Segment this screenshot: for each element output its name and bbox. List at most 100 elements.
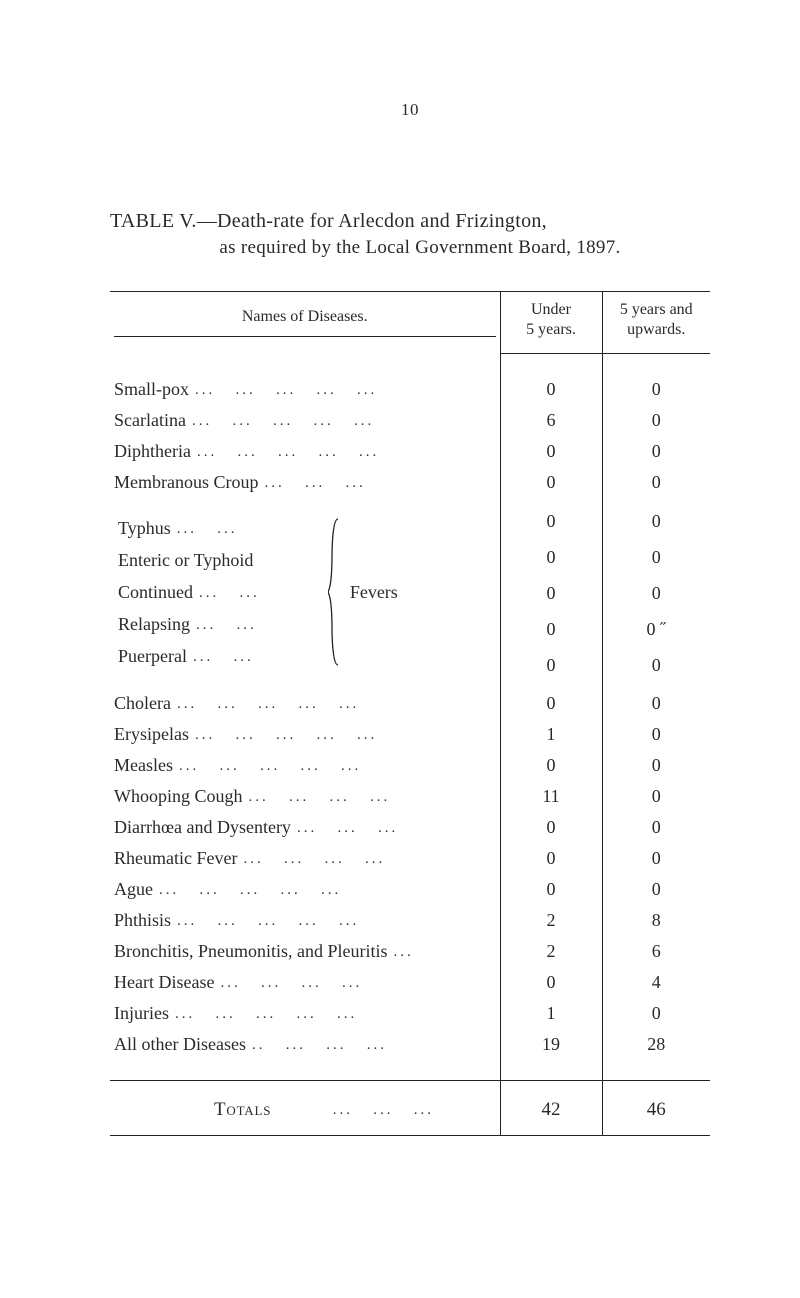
value-5-up: 0 bbox=[602, 874, 710, 905]
value-under-5: 1 bbox=[500, 998, 602, 1029]
disease-name: Rheumatic Fever bbox=[114, 848, 237, 869]
value-under-5: 0 bbox=[500, 436, 602, 467]
value-under-5: 0 bbox=[500, 467, 602, 498]
table-row: Whooping Cough... ... ... ... 11 0 bbox=[110, 781, 710, 812]
cell-val: 0 bbox=[607, 575, 707, 611]
table-row: Rheumatic Fever... ... ... ... 0 0 bbox=[110, 843, 710, 874]
leader-dots: ... ... ... bbox=[258, 475, 495, 492]
value-5-up: 0 bbox=[602, 812, 710, 843]
table-row: Ague... ... ... ... ... 0 0 bbox=[110, 874, 710, 905]
title-prefix: TABLE V.— bbox=[110, 210, 217, 232]
disease-name: Ague bbox=[114, 879, 153, 900]
value-under-5: 0 bbox=[500, 843, 602, 874]
value-5-up: 4 bbox=[602, 967, 710, 998]
value-under-5: 19 bbox=[500, 1029, 602, 1060]
table-row: Erysipelas... ... ... ... ... 1 0 bbox=[110, 719, 710, 750]
value-5-up: 8 bbox=[602, 905, 710, 936]
value-under-5: 0 bbox=[500, 688, 602, 719]
cell-val: 0 bbox=[505, 647, 598, 683]
table-row: Injuries... ... ... ... ... 1 0 bbox=[110, 998, 710, 1029]
value-under-5: 0 bbox=[500, 967, 602, 998]
value-under-5: 0 bbox=[500, 812, 602, 843]
table-title-line1: TABLE V.—Death-rate for Arlecdon and Fri… bbox=[110, 210, 710, 233]
cell-val: 0 bbox=[505, 611, 598, 647]
col-header-upwards: 5 years and upwards. bbox=[602, 292, 710, 353]
fevers-label: Fevers bbox=[346, 512, 496, 673]
value-under-5: 6 bbox=[500, 405, 602, 436]
disease-name: Membranous Croup bbox=[114, 472, 258, 493]
disease-name: Continued bbox=[118, 582, 193, 603]
leader-dots: ... ... ... ... ... bbox=[189, 382, 496, 399]
value-under-5: 1 bbox=[500, 719, 602, 750]
table-title-line2: as required by the Local Government Boar… bbox=[110, 237, 710, 259]
value-5-up: 0 bbox=[602, 405, 710, 436]
value-under-5: 11 bbox=[500, 781, 602, 812]
table-row: Bronchitis, Pneumonitis, and Pleuritis..… bbox=[110, 936, 710, 967]
leader-dots: ... ... ... bbox=[271, 1102, 495, 1119]
page-number-top: 10 bbox=[110, 100, 710, 120]
disease-name: Small-pox bbox=[114, 379, 189, 400]
leader-dots: ... ... ... ... ... bbox=[186, 413, 496, 430]
value-5-up: 0 bbox=[602, 843, 710, 874]
disease-name: Enteric or Typhoid bbox=[118, 550, 253, 571]
header-under-l1: Under bbox=[531, 301, 571, 318]
totals-row: Totals ... ... ... 42 46 bbox=[110, 1080, 710, 1135]
table-row: Membranous Croup... ... ... 0 0 bbox=[110, 467, 710, 498]
disease-name: Phthisis bbox=[114, 910, 171, 931]
value-5-up: 0 0 0 0 ˝ 0 bbox=[602, 498, 710, 688]
cell-val: 0 bbox=[505, 503, 598, 539]
leader-dots: ... ... ... ... bbox=[214, 975, 495, 992]
disease-name: Typhus bbox=[118, 518, 171, 539]
table-row: Measles... ... ... ... ... 0 0 bbox=[110, 750, 710, 781]
col-header-names: Names of Diseases. bbox=[110, 292, 500, 353]
table-row: Diphtheria... ... ... ... ... 0 0 bbox=[110, 436, 710, 467]
leader-dots: ... ... ... ... ... bbox=[191, 444, 496, 461]
value-5-up: 0 bbox=[602, 781, 710, 812]
leader-dots: ... ... ... ... bbox=[237, 851, 495, 868]
disease-name: Relapsing bbox=[118, 614, 190, 635]
table-row: Heart Disease... ... ... ... 0 4 bbox=[110, 967, 710, 998]
value-under-5: 0 bbox=[500, 750, 602, 781]
disease-name: Measles bbox=[114, 755, 173, 776]
value-5-up: 6 bbox=[602, 936, 710, 967]
leader-dots: .. ... ... ... bbox=[246, 1037, 496, 1054]
disease-name: Whooping Cough bbox=[114, 786, 243, 807]
header-up-l2: upwards. bbox=[627, 321, 685, 338]
leader-dots: ... ... bbox=[193, 585, 320, 602]
value-under-5: 2 bbox=[500, 936, 602, 967]
title-rest: Death-rate for Arlecdon and Frizington, bbox=[217, 210, 547, 232]
leader-dots: ... ... ... ... ... bbox=[169, 1006, 496, 1023]
value-under-5: 0 bbox=[500, 374, 602, 405]
value-5-up: 0 bbox=[602, 688, 710, 719]
disease-name: Diphtheria bbox=[114, 441, 191, 462]
leader-dots: ... ... ... bbox=[291, 820, 496, 837]
value-5-up: 0 bbox=[602, 719, 710, 750]
disease-name: Injuries bbox=[114, 1003, 169, 1024]
disease-name: Heart Disease bbox=[114, 972, 214, 993]
leader-dots: ... bbox=[388, 944, 496, 961]
leader-dots: ... ... bbox=[187, 649, 320, 666]
curly-brace-icon bbox=[324, 512, 346, 673]
cell-val: 0 ˝ bbox=[607, 611, 707, 647]
totals-5-up: 46 bbox=[602, 1080, 710, 1135]
table-row: Phthisis... ... ... ... ... 2 8 bbox=[110, 905, 710, 936]
totals-under-5: 42 bbox=[500, 1080, 602, 1135]
value-under-5: 0 bbox=[500, 874, 602, 905]
leader-dots: ... ... ... ... ... bbox=[189, 727, 496, 744]
disease-name: Puerperal bbox=[118, 646, 187, 667]
cell-val: 0 bbox=[607, 647, 707, 683]
value-under-5: 0 0 0 0 0 bbox=[500, 498, 602, 688]
disease-name: All other Diseases bbox=[114, 1034, 246, 1055]
value-5-up: 0 bbox=[602, 467, 710, 498]
table-row: Cholera... ... ... ... ... 0 0 bbox=[110, 688, 710, 719]
page: 10 TABLE V.—Death-rate for Arlecdon and … bbox=[0, 0, 800, 1298]
value-5-up: 0 bbox=[602, 436, 710, 467]
leader-dots: ... ... ... ... ... bbox=[171, 696, 496, 713]
table-row: All other Diseases.. ... ... ... 19 28 bbox=[110, 1029, 710, 1060]
disease-name: Cholera bbox=[114, 693, 171, 714]
table-row: Small-pox... ... ... ... ... 0 0 bbox=[110, 374, 710, 405]
cell-val: 0 bbox=[505, 575, 598, 611]
disease-name: Scarlatina bbox=[114, 410, 186, 431]
death-rate-table: Names of Diseases. Under 5 years. 5 year… bbox=[110, 291, 710, 1136]
table-row: Typhus... ... Fevers Enteric or Typhoid … bbox=[110, 498, 710, 688]
